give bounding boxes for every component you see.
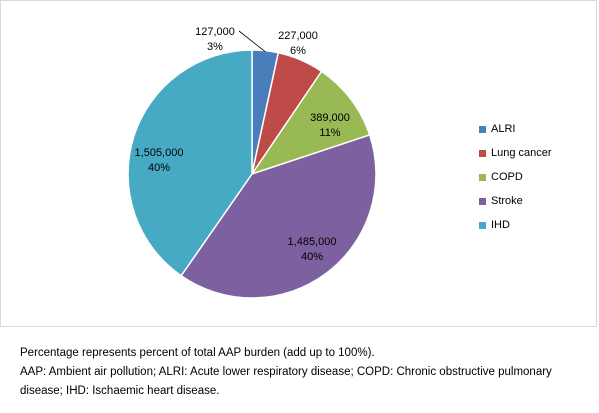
legend-label: Lung cancer [491, 147, 552, 159]
slice-percent-label: 6% [290, 45, 306, 57]
legend-swatch [479, 197, 486, 205]
chart-frame: 127,000 3% 227,000 6% 389,000 11% 1,485,000 40%… [0, 0, 597, 327]
slice-percent-label: 11% [319, 127, 340, 139]
legend-swatch [479, 173, 486, 181]
leader-line-alri [238, 30, 266, 53]
legend-label: COPD [491, 171, 523, 183]
legend-label: Stroke [491, 195, 523, 207]
legend-item: Lung cancer [479, 141, 552, 165]
pie-slice-stroke [180, 134, 377, 299]
chart-legend: ALRI Lung cancer COPD Stroke IHD [479, 117, 552, 237]
pie-slice-ihd [127, 49, 253, 277]
pie-slice-copd [250, 70, 371, 176]
note-percentage: Percentage represents percent of total A… [20, 347, 375, 359]
slice-percent-label: 40% [148, 162, 170, 174]
legend-label: ALRI [491, 123, 516, 135]
slice-value-label: 127,000 [195, 26, 235, 38]
note-abbreviations: AAP: Ambient air pollution; ALRI: Acute … [20, 366, 552, 397]
legend-swatch [479, 125, 486, 133]
legend-item: IHD [479, 213, 552, 237]
chart-notes: Percentage represents percent of total A… [20, 344, 590, 401]
slice-percent-label: 3% [207, 41, 223, 53]
slice-value-label: 1,505,000 [135, 147, 184, 159]
slice-percent-label: 40% [301, 251, 323, 263]
legend-item: COPD [479, 165, 552, 189]
legend-item: Stroke [479, 189, 552, 213]
legend-swatch [479, 149, 486, 157]
slice-value-label: 1,485,000 [288, 236, 337, 248]
legend-item: ALRI [479, 117, 552, 141]
slice-value-label: 227,000 [278, 30, 318, 42]
slice-value-label: 389,000 [310, 112, 350, 124]
legend-swatch [479, 221, 486, 229]
pie-chart: 127,000 3% 227,000 6% 389,000 11% 1,485,000 40%… [127, 26, 377, 299]
legend-label: IHD [491, 219, 510, 231]
